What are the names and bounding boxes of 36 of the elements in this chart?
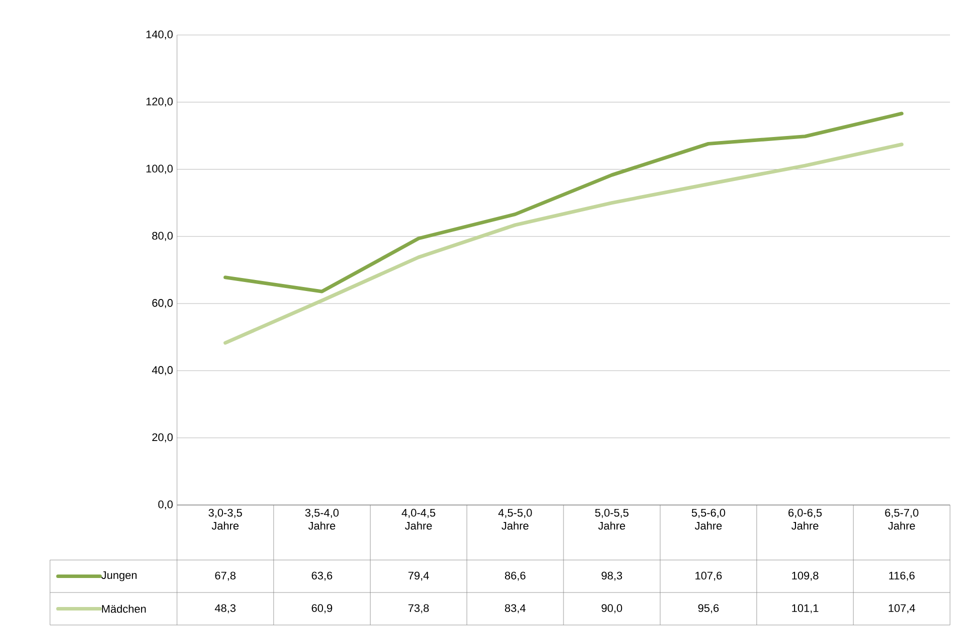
data-label: 109,8 <box>792 572 818 581</box>
data-label: 63,6 <box>312 572 332 581</box>
x-tick-label: 6,5-7,0 Jahre <box>885 508 918 530</box>
y-tick-label: 60,0 <box>152 299 173 308</box>
legend-label: Mädchen <box>102 604 146 613</box>
x-tick-label: 3,0-3,5 Jahre <box>208 508 242 530</box>
y-tick-label: 0,0 <box>158 500 173 510</box>
data-label: 95,6 <box>698 604 719 614</box>
x-tick-label: 5,5-6,0 Jahre <box>692 508 726 530</box>
data-label: 60,9 <box>312 604 332 614</box>
data-label: 107,4 <box>888 604 916 614</box>
line-series <box>224 112 904 294</box>
data-label: 73,8 <box>408 604 429 614</box>
data-label: 101,1 <box>792 604 818 614</box>
y-tick-label: 140,0 <box>146 30 173 40</box>
data-label: 48,3 <box>214 604 236 614</box>
x-tick-label: 6,0-6,5 Jahre <box>788 508 822 530</box>
x-tick-label: 4,5-5,0 Jahre <box>498 508 532 530</box>
y-tick-label: 40,0 <box>152 366 173 376</box>
x-tick-label: 5,0-5,5 Jahre <box>595 508 628 530</box>
data-label: 79,4 <box>408 572 429 581</box>
y-tick-label: 100,0 <box>146 164 173 174</box>
data-label: 90,0 <box>602 604 622 614</box>
data-label: 107,6 <box>696 572 722 581</box>
y-tick-label: 80,0 <box>152 232 173 241</box>
y-tick-label: 20,0 <box>152 433 173 442</box>
line-series <box>224 142 904 345</box>
data-label: 116,6 <box>889 572 915 581</box>
data-label: 67,8 <box>215 572 236 581</box>
data-label: 98,3 <box>602 572 622 581</box>
y-tick-label: 120,0 <box>146 98 173 107</box>
legend-label: Jungen <box>101 571 137 582</box>
x-tick-label: 4,0-4,5 Jahre <box>402 508 436 530</box>
x-tick-label: 3,5-4,0 Jahre <box>305 508 339 530</box>
data-label: 83,4 <box>504 604 526 614</box>
data-label: 86,6 <box>504 572 526 581</box>
